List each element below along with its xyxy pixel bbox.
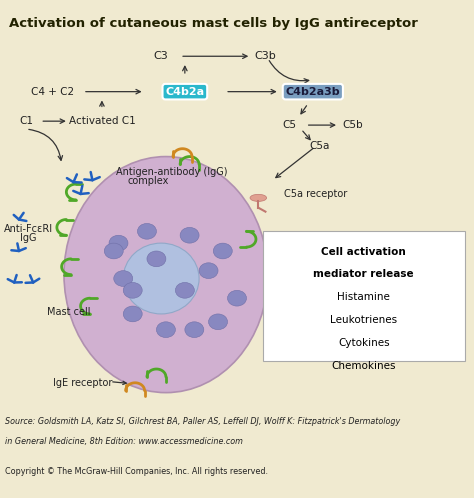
Circle shape bbox=[114, 270, 133, 286]
Circle shape bbox=[123, 282, 142, 298]
Circle shape bbox=[228, 290, 246, 306]
Text: C4b2a3b: C4b2a3b bbox=[285, 87, 340, 97]
Text: Cytokines: Cytokines bbox=[338, 338, 390, 348]
Circle shape bbox=[104, 243, 123, 259]
Text: Source: Goldsmith LA, Katz SI, Gilchrest BA, Paller AS, Leffell DJ, Wolff K: Fit: Source: Goldsmith LA, Katz SI, Gilchrest… bbox=[5, 417, 400, 426]
Text: Chemokines: Chemokines bbox=[331, 361, 396, 371]
Text: C5a: C5a bbox=[310, 140, 330, 150]
Circle shape bbox=[185, 322, 204, 338]
Ellipse shape bbox=[123, 243, 199, 314]
Text: C3b: C3b bbox=[255, 51, 276, 61]
Text: C5: C5 bbox=[282, 120, 296, 130]
Text: Cell activation: Cell activation bbox=[321, 247, 406, 257]
Circle shape bbox=[213, 243, 232, 259]
Text: Antigen-antibody (IgG): Antigen-antibody (IgG) bbox=[116, 167, 228, 177]
Text: in General Medicine, 8th Edition: www.accessmedicine.com: in General Medicine, 8th Edition: www.ac… bbox=[5, 437, 243, 446]
Circle shape bbox=[156, 322, 175, 338]
Circle shape bbox=[209, 314, 228, 330]
Ellipse shape bbox=[250, 194, 267, 201]
Text: Activation of cutaneous mast cells by IgG antireceptor: Activation of cutaneous mast cells by Ig… bbox=[9, 16, 419, 29]
Text: Anti-FcεRI: Anti-FcεRI bbox=[4, 225, 53, 235]
Circle shape bbox=[199, 263, 218, 278]
Text: C4b2a: C4b2a bbox=[165, 87, 204, 97]
Circle shape bbox=[123, 306, 142, 322]
Text: IgG: IgG bbox=[20, 234, 36, 244]
Text: C5a receptor: C5a receptor bbox=[284, 189, 347, 199]
Text: Histamine: Histamine bbox=[337, 292, 390, 302]
Text: Copyright © The McGraw-Hill Companies, Inc. All rights reserved.: Copyright © The McGraw-Hill Companies, I… bbox=[5, 467, 268, 476]
Circle shape bbox=[147, 251, 166, 267]
Text: C1: C1 bbox=[19, 116, 33, 126]
Circle shape bbox=[137, 224, 156, 239]
Ellipse shape bbox=[64, 156, 268, 392]
FancyBboxPatch shape bbox=[263, 231, 465, 361]
Circle shape bbox=[180, 228, 199, 243]
Text: C3: C3 bbox=[154, 51, 169, 61]
Text: mediator release: mediator release bbox=[313, 269, 414, 279]
Circle shape bbox=[109, 235, 128, 251]
Text: Activated C1: Activated C1 bbox=[69, 116, 135, 126]
Text: C4 + C2: C4 + C2 bbox=[31, 87, 73, 97]
Text: Leukotrienes: Leukotrienes bbox=[330, 315, 397, 325]
Text: Mast cell: Mast cell bbox=[47, 307, 91, 317]
Text: C5b: C5b bbox=[343, 120, 364, 130]
Text: complex: complex bbox=[128, 176, 169, 186]
Text: IgE receptor: IgE receptor bbox=[53, 378, 113, 388]
Circle shape bbox=[175, 282, 194, 298]
